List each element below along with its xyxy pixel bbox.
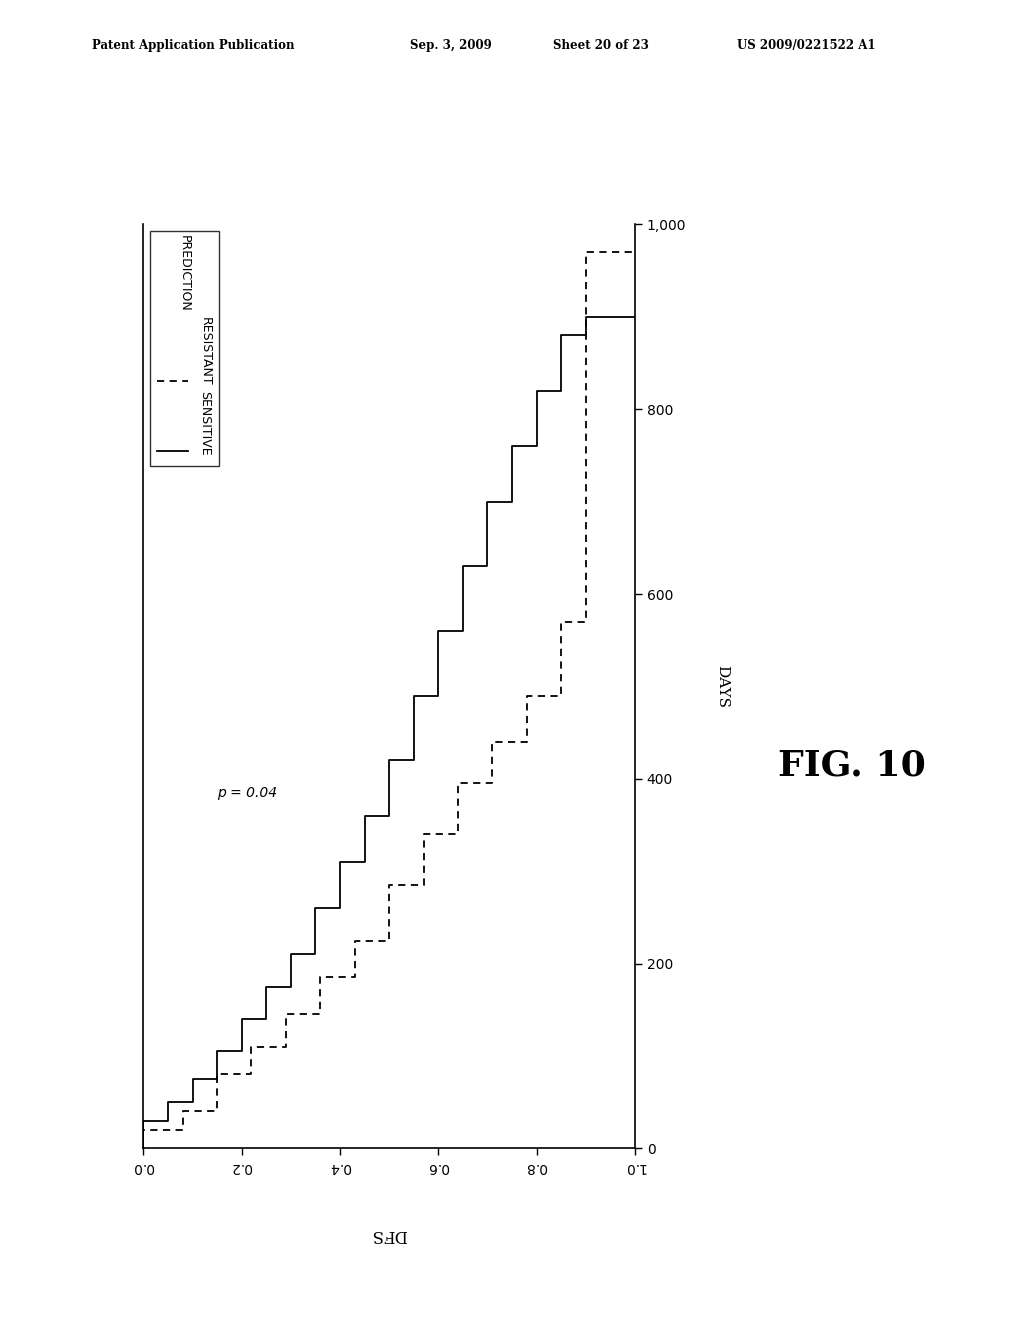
Text: Sep. 3, 2009: Sep. 3, 2009 [410, 38, 492, 51]
SENSITIVE [186, 1094, 199, 1110]
SENSITIVE [358, 808, 371, 824]
RESISTANT [555, 688, 567, 704]
RESISTANT [580, 244, 592, 260]
SENSITIVE [481, 494, 494, 510]
RESISTANT [137, 1122, 150, 1138]
SENSITIVE [334, 854, 346, 870]
RESISTANT [314, 1006, 327, 1022]
Line: SENSITIVE: SENSITIVE [143, 317, 635, 1148]
RESISTANT [555, 614, 567, 630]
SENSITIVE [211, 1043, 223, 1059]
RESISTANT [211, 1104, 223, 1119]
SENSITIVE [358, 854, 371, 870]
SENSITIVE [186, 1072, 199, 1088]
SENSITIVE [383, 752, 395, 768]
SENSITIVE [580, 309, 592, 325]
RESISTANT [314, 969, 327, 985]
RESISTANT [280, 1039, 292, 1055]
RESISTANT [629, 244, 641, 260]
Text: DFS: DFS [371, 1226, 408, 1242]
RESISTANT [137, 1140, 150, 1156]
SENSITIVE [260, 1011, 272, 1027]
Legend: RESISTANT, SENSITIVE: RESISTANT, SENSITIVE [150, 231, 219, 466]
RESISTANT [580, 614, 592, 630]
RESISTANT [486, 776, 499, 792]
SENSITIVE [408, 752, 420, 768]
SENSITIVE [530, 383, 543, 399]
SENSITIVE [285, 979, 297, 995]
Text: Sheet 20 of 23: Sheet 20 of 23 [553, 38, 649, 51]
RESISTANT [555, 660, 567, 676]
SENSITIVE [457, 623, 469, 639]
SENSITIVE [432, 623, 444, 639]
SENSITIVE [383, 808, 395, 824]
RESISTANT [452, 776, 464, 792]
RESISTANT [176, 1122, 188, 1138]
SENSITIVE [162, 1094, 174, 1110]
RESISTANT [418, 826, 430, 842]
SENSITIVE [211, 1072, 223, 1088]
SENSITIVE [137, 1113, 150, 1129]
SENSITIVE [432, 688, 444, 704]
Line: RESISTANT: RESISTANT [143, 252, 635, 1148]
RESISTANT [555, 660, 567, 676]
Text: US 2009/0221522 A1: US 2009/0221522 A1 [737, 38, 876, 51]
RESISTANT [520, 734, 532, 750]
RESISTANT [176, 1104, 188, 1119]
RESISTANT [418, 878, 430, 894]
RESISTANT [486, 734, 499, 750]
RESISTANT [348, 932, 360, 948]
SENSITIVE [457, 558, 469, 574]
SENSITIVE [334, 900, 346, 916]
RESISTANT [211, 1067, 223, 1082]
SENSITIVE [629, 309, 641, 325]
SENSITIVE [236, 1043, 248, 1059]
RESISTANT [452, 826, 464, 842]
Text: FIG. 10: FIG. 10 [778, 748, 926, 783]
RESISTANT [246, 1067, 258, 1082]
Text: DAYS: DAYS [715, 665, 729, 708]
SENSITIVE [555, 383, 567, 399]
SENSITIVE [580, 309, 592, 325]
Text: p = 0.04: p = 0.04 [217, 787, 278, 800]
RESISTANT [348, 969, 360, 985]
SENSITIVE [530, 438, 543, 454]
RESISTANT [580, 290, 592, 306]
SENSITIVE [137, 1140, 150, 1156]
SENSITIVE [236, 1011, 248, 1027]
RESISTANT [383, 932, 395, 948]
SENSITIVE [580, 327, 592, 343]
SENSITIVE [481, 558, 494, 574]
Text: Patent Application Publication: Patent Application Publication [92, 38, 295, 51]
RESISTANT [280, 1006, 292, 1022]
RESISTANT [604, 244, 616, 260]
RESISTANT [580, 290, 592, 306]
RESISTANT [520, 688, 532, 704]
SENSITIVE [555, 327, 567, 343]
SENSITIVE [408, 688, 420, 704]
RESISTANT [246, 1039, 258, 1055]
SENSITIVE [162, 1113, 174, 1129]
SENSITIVE [506, 494, 518, 510]
SENSITIVE [506, 438, 518, 454]
SENSITIVE [260, 979, 272, 995]
RESISTANT [383, 878, 395, 894]
SENSITIVE [309, 900, 322, 916]
SENSITIVE [309, 946, 322, 962]
SENSITIVE [285, 946, 297, 962]
